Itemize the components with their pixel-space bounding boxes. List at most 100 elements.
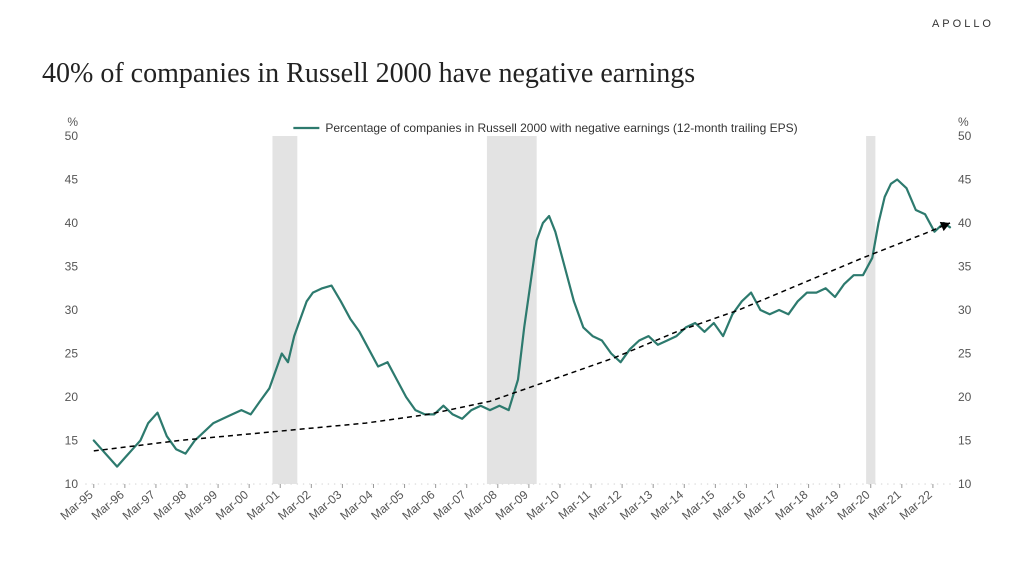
baseline-dot	[284, 483, 286, 485]
baseline-dot	[520, 483, 522, 485]
baseline-dot	[98, 483, 100, 485]
baseline-dot	[259, 483, 261, 485]
baseline-dot	[427, 483, 429, 485]
baseline-dot	[607, 483, 609, 485]
baseline-dot	[676, 483, 678, 485]
y-tick-label-left: 20	[65, 390, 79, 404]
baseline-dot	[533, 483, 535, 485]
x-tick-label: Mar-17	[741, 487, 779, 522]
baseline-dot	[844, 483, 846, 485]
baseline-dot	[819, 483, 821, 485]
x-tick-label: Mar-08	[462, 487, 500, 522]
baseline-dot	[943, 483, 945, 485]
baseline-dot	[949, 483, 951, 485]
baseline-dot	[464, 483, 466, 485]
baseline-dot	[297, 483, 299, 485]
baseline-dot	[241, 483, 243, 485]
x-tick-label: Mar-16	[710, 487, 748, 522]
baseline-dot	[589, 483, 591, 485]
x-tick-label: Mar-15	[679, 487, 717, 522]
legend-label: Percentage of companies in Russell 2000 …	[325, 121, 797, 135]
baseline-dot	[924, 483, 926, 485]
baseline-dot	[645, 483, 647, 485]
baseline-dot	[875, 483, 877, 485]
baseline-dot	[701, 483, 703, 485]
baseline-dot	[899, 483, 901, 485]
baseline-dot	[216, 483, 218, 485]
baseline-dot	[912, 483, 914, 485]
baseline-dot	[278, 483, 280, 485]
baseline-dot	[228, 483, 230, 485]
baseline-dot	[551, 483, 553, 485]
baseline-dot	[812, 483, 814, 485]
x-tick-label: Mar-10	[524, 487, 562, 522]
baseline-dot	[110, 483, 112, 485]
baseline-dot	[837, 483, 839, 485]
baseline-dot	[856, 483, 858, 485]
x-tick-label: Mar-95	[58, 487, 96, 522]
baseline-dot	[402, 483, 404, 485]
baseline-dot	[334, 483, 336, 485]
baseline-dot	[178, 483, 180, 485]
baseline-dot	[359, 483, 361, 485]
baseline-dot	[440, 483, 442, 485]
baseline-dot	[222, 483, 224, 485]
x-tick-label: Mar-22	[897, 487, 935, 522]
baseline-dot	[197, 483, 199, 485]
baseline-dot	[694, 483, 696, 485]
baseline-dot	[247, 483, 249, 485]
baseline-dot	[452, 483, 454, 485]
baseline-dot	[147, 483, 149, 485]
baseline-dot	[881, 483, 883, 485]
baseline-dot	[887, 483, 889, 485]
baseline-dot	[396, 483, 398, 485]
x-tick-label: Mar-12	[586, 487, 624, 522]
y-tick-label-right: 40	[958, 216, 972, 230]
baseline-dot	[489, 483, 491, 485]
baseline-dot	[850, 483, 852, 485]
baseline-dot	[135, 483, 137, 485]
baseline-dot	[191, 483, 193, 485]
baseline-dot	[203, 483, 205, 485]
baseline-dot	[471, 483, 473, 485]
baseline-dot	[651, 483, 653, 485]
baseline-dot	[558, 483, 560, 485]
y-tick-label-right: 20	[958, 390, 972, 404]
x-tick-label: Mar-04	[337, 487, 375, 522]
y-tick-label-right: 15	[958, 434, 972, 448]
x-tick-label: Mar-96	[89, 487, 127, 522]
x-tick-label: Mar-00	[213, 487, 251, 522]
baseline-dot	[576, 483, 578, 485]
baseline-dot	[725, 483, 727, 485]
x-tick-label: Mar-02	[275, 487, 313, 522]
baseline-dot	[321, 483, 323, 485]
baseline-dot	[806, 483, 808, 485]
baseline-dot	[688, 483, 690, 485]
x-tick-label: Mar-20	[835, 487, 873, 522]
baseline-dot	[862, 483, 864, 485]
baseline-dot	[122, 483, 124, 485]
y-tick-label-left: 15	[65, 434, 79, 448]
baseline-dot	[346, 483, 348, 485]
y-tick-label-left: 45	[65, 173, 79, 187]
baseline-dot	[129, 483, 131, 485]
y-tick-label-left: 35	[65, 260, 79, 274]
baseline-dot	[384, 483, 386, 485]
x-tick-label: Mar-99	[182, 487, 220, 522]
baseline-dot	[620, 483, 622, 485]
baseline-dot	[141, 483, 143, 485]
baseline-dot	[614, 483, 616, 485]
y-tick-label-left: 25	[65, 347, 79, 361]
baseline-dot	[657, 483, 659, 485]
baseline-dot	[570, 483, 572, 485]
baseline-dot	[682, 483, 684, 485]
baseline-dot	[527, 483, 529, 485]
baseline-dot	[937, 483, 939, 485]
baseline-dot	[769, 483, 771, 485]
baseline-dot	[825, 483, 827, 485]
baseline-dot	[408, 483, 410, 485]
baseline-dot	[172, 483, 174, 485]
baseline-dot	[483, 483, 485, 485]
baseline-dot	[415, 483, 417, 485]
x-tick-label: Mar-21	[866, 487, 904, 522]
